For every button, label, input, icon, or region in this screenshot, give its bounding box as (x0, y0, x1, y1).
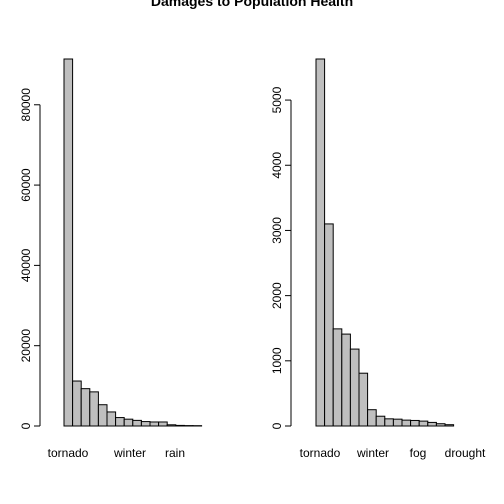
bar-6 (115, 417, 125, 427)
bar-15 (444, 424, 455, 427)
bar-3 (89, 391, 99, 427)
y-tick-label: 60000 (19, 168, 33, 202)
bar-11 (158, 421, 168, 427)
y-tick-label: 3000 (270, 217, 284, 244)
x-tick-label: drought (445, 446, 486, 460)
x-tick-label: winter (356, 446, 389, 460)
bar-6 (367, 409, 377, 427)
chart-title: Damages to Population Health (151, 0, 353, 9)
y-tick-label: 0 (270, 422, 284, 429)
x-tick-label: winter (113, 446, 146, 460)
bar-5 (358, 372, 369, 427)
y-tick-label: 40000 (19, 248, 33, 282)
x-tick-label: tornado (300, 446, 341, 460)
bar-13 (427, 421, 437, 427)
left-panel: 0 20000 40000 60000 80000 tornado winter rain (19, 58, 203, 460)
y-tick-label: 80000 (19, 88, 33, 122)
y-tick-label: 0 (19, 422, 33, 429)
bar-13 (175, 424, 185, 427)
bar-8 (132, 419, 142, 427)
bar-0 (315, 58, 326, 427)
right-panel: 0 1000 2000 3000 4000 5000 tornado winter fog dro… (270, 58, 486, 460)
bar-12 (166, 424, 177, 427)
bar-9 (140, 421, 151, 427)
bar-4 (97, 404, 108, 427)
bar-1 (324, 223, 334, 427)
x-tick-label: fog (410, 446, 427, 460)
bar-5 (106, 411, 117, 427)
bar-11 (410, 419, 420, 427)
bar-4 (349, 348, 360, 427)
bar-1 (72, 380, 82, 427)
y-tick-label: 2000 (270, 282, 284, 309)
bar-3 (341, 333, 351, 427)
bar-7 (123, 418, 134, 427)
bar-8 (384, 418, 394, 427)
y-tick-label: 5000 (270, 86, 284, 113)
y-tick-label: 1000 (270, 347, 284, 374)
y-tick-label: 20000 (19, 329, 33, 363)
bar-9 (392, 418, 403, 427)
bar-0 (63, 58, 74, 427)
bar-10 (401, 419, 412, 427)
x-tick-label: rain (165, 446, 185, 460)
bar-7 (375, 415, 386, 427)
bar-12 (418, 420, 429, 427)
bar-10 (149, 421, 160, 427)
bar-2 (80, 388, 91, 427)
bar-14 (435, 423, 446, 427)
x-tick-label: tornado (48, 446, 89, 460)
y-tick-label: 4000 (270, 152, 284, 179)
bar-2 (332, 328, 343, 427)
